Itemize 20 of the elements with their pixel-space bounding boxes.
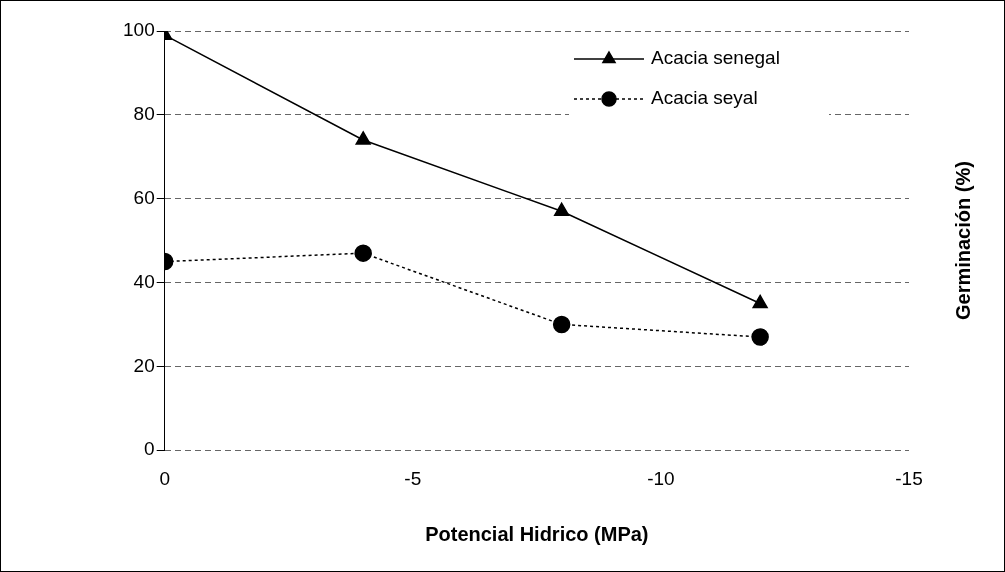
y-tick-label: 20 xyxy=(133,354,155,376)
y-tick-label: 0 xyxy=(144,438,155,460)
legend-label: Acacia seyal xyxy=(651,87,758,109)
x-tick-label: -15 xyxy=(895,467,923,489)
y-axis-title: Germinación (%) xyxy=(951,161,974,321)
point xyxy=(552,315,571,334)
point xyxy=(354,244,372,262)
x-tick-label: -5 xyxy=(404,467,422,489)
x-axis-title: Potencial Hidrico (MPa) xyxy=(425,522,649,545)
point xyxy=(752,294,768,309)
y-tick-label: 60 xyxy=(133,186,155,208)
x-tick-label: 0 xyxy=(159,467,170,489)
y-tick-label: 40 xyxy=(133,270,155,292)
point xyxy=(751,328,769,346)
point xyxy=(355,131,371,145)
legend-label: Acacia senegal xyxy=(651,47,780,69)
y-tick-label: 100 xyxy=(123,19,155,41)
point xyxy=(553,202,570,217)
y-tick-label: 80 xyxy=(133,103,155,125)
x-tick-label: -10 xyxy=(647,467,675,489)
